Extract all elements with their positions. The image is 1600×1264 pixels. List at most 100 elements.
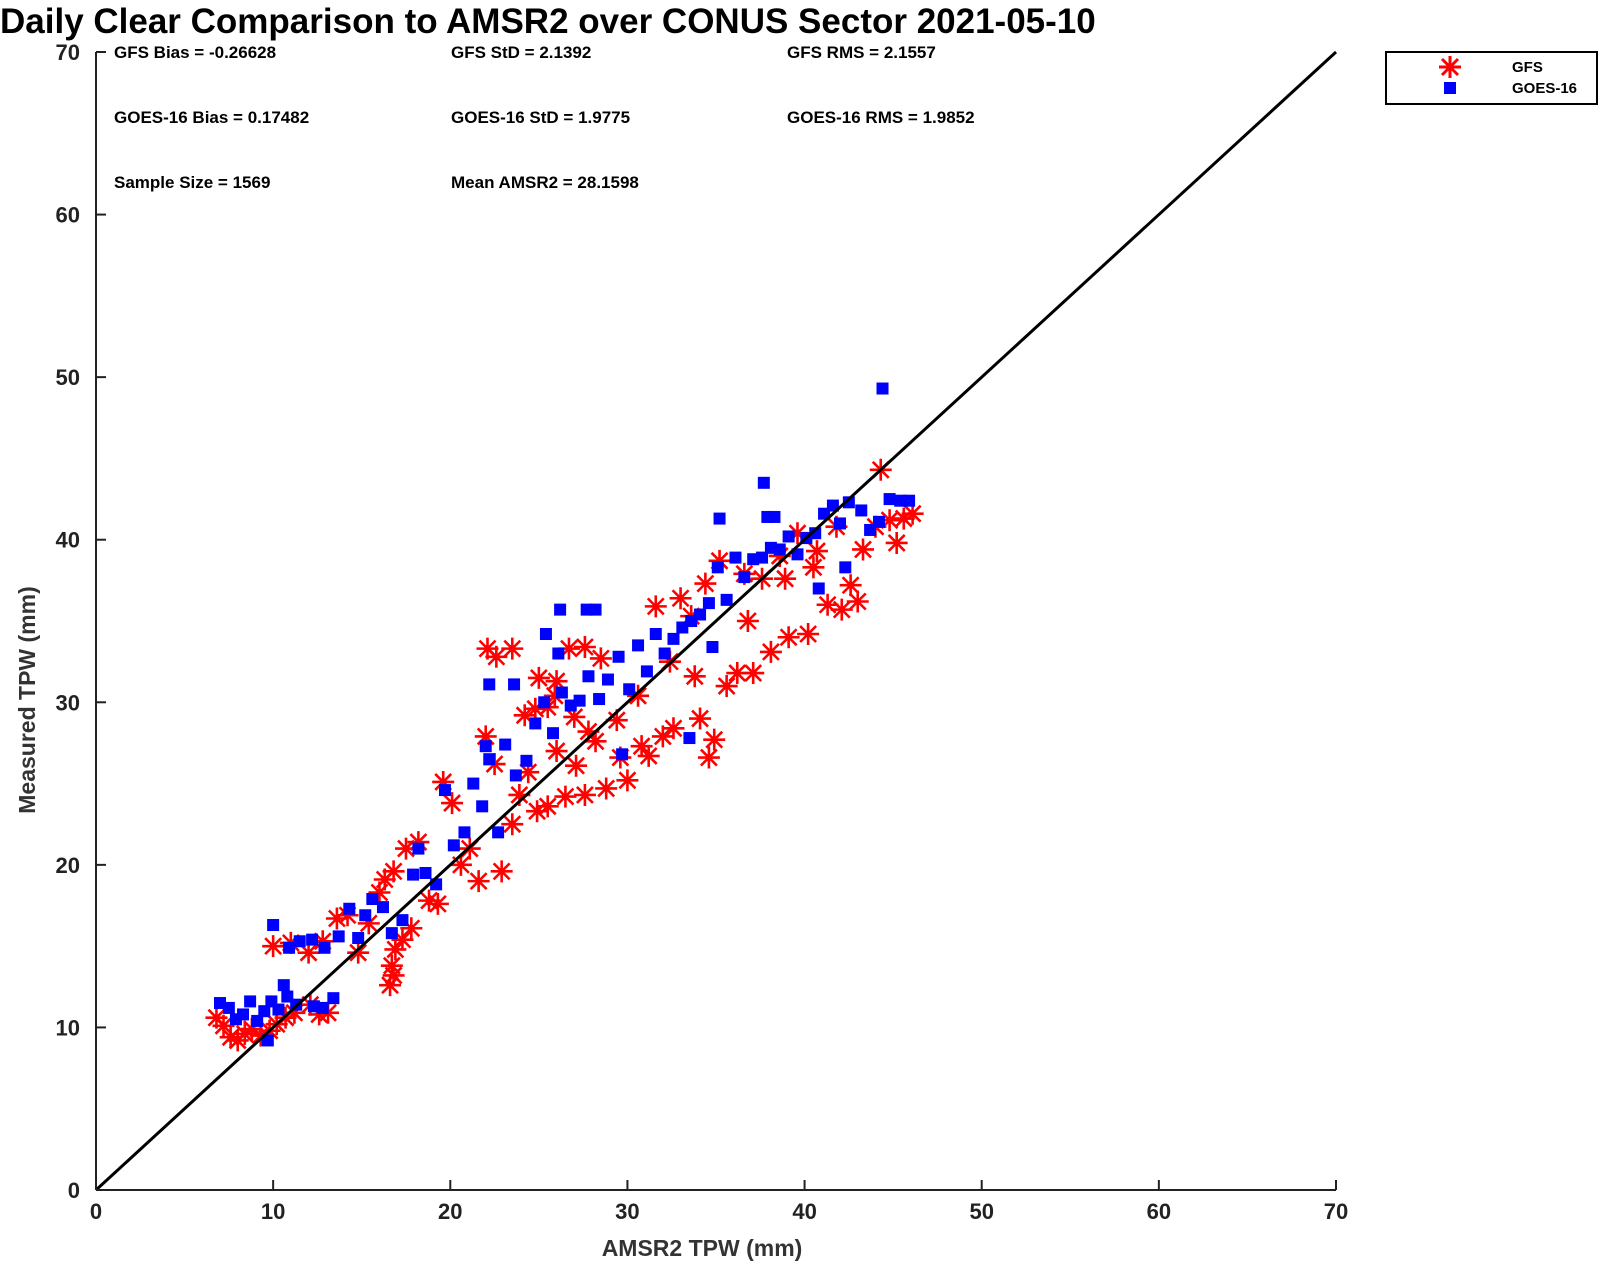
gfs-point bbox=[715, 675, 738, 698]
gfs-point bbox=[508, 783, 531, 806]
gfs-point bbox=[846, 590, 869, 613]
gfs-point bbox=[689, 707, 712, 730]
goes16-point bbox=[407, 868, 420, 881]
goes16-point bbox=[318, 941, 331, 954]
goes16-point bbox=[702, 597, 715, 610]
gfs-bias-stat: GFS Bias = -0.26628 bbox=[114, 43, 276, 62]
gfs-point bbox=[694, 572, 717, 595]
gfs-point bbox=[802, 556, 825, 579]
goes16-point bbox=[649, 628, 662, 641]
gfs-point bbox=[467, 870, 490, 893]
gfs-point bbox=[297, 941, 320, 964]
gfs-point bbox=[501, 637, 524, 660]
goes16-point bbox=[601, 673, 614, 686]
legend-gfs-label: GFS bbox=[1512, 59, 1543, 76]
gfs-point bbox=[517, 761, 540, 784]
goes16-point bbox=[244, 995, 257, 1008]
goes16-point bbox=[366, 892, 379, 905]
gfs-point bbox=[545, 740, 568, 763]
gfs-point bbox=[474, 725, 497, 748]
gfs-point bbox=[637, 744, 660, 767]
gfs-point bbox=[644, 595, 667, 618]
goes16-point bbox=[582, 670, 595, 683]
gfs-point bbox=[212, 1014, 235, 1037]
goes16-point bbox=[492, 826, 505, 839]
goes16-point bbox=[667, 632, 680, 645]
gfs-point bbox=[490, 860, 513, 883]
goes16-point bbox=[791, 548, 804, 561]
goes16-point bbox=[554, 603, 567, 616]
goes16-point bbox=[306, 933, 319, 946]
gfs-point bbox=[830, 598, 853, 621]
goes16-point bbox=[903, 494, 916, 507]
gfs-point bbox=[240, 1018, 263, 1041]
goes16-point bbox=[483, 753, 496, 766]
gfs-point bbox=[605, 709, 628, 732]
goes16-point bbox=[412, 842, 425, 855]
gfs-point bbox=[651, 725, 674, 748]
goes16-point bbox=[593, 693, 606, 706]
x-axis-label: AMSR2 TPW (mm) bbox=[602, 1235, 803, 1261]
gfs-series bbox=[205, 458, 924, 1052]
gfs-point bbox=[627, 684, 650, 707]
goes16-point bbox=[612, 650, 625, 663]
gfs-point bbox=[816, 593, 839, 616]
gfs-point bbox=[308, 1003, 331, 1026]
gfs-point bbox=[839, 574, 862, 597]
gfs-point bbox=[524, 697, 547, 720]
goes16-point bbox=[842, 496, 855, 509]
goes16-rms-stat: GOES-16 RMS = 1.9852 bbox=[787, 108, 975, 127]
legend: GFS GOES-16 bbox=[1385, 51, 1598, 105]
gfs-point bbox=[805, 540, 828, 563]
gfs-point bbox=[336, 904, 359, 927]
gfs-point bbox=[391, 928, 414, 951]
gfs-point bbox=[407, 831, 430, 854]
goes16-point bbox=[509, 769, 522, 782]
goes16-point bbox=[419, 866, 432, 879]
gfs-point bbox=[786, 522, 809, 545]
gfs-point bbox=[418, 889, 441, 912]
gfs-point bbox=[380, 954, 403, 977]
x-tick-label: 40 bbox=[792, 1199, 816, 1224]
goes16-point bbox=[293, 935, 306, 948]
gfs-rms-stat: GFS RMS = 2.1557 bbox=[787, 43, 936, 62]
goes16-point bbox=[812, 582, 825, 595]
goes16-point bbox=[359, 909, 372, 922]
y-tick-label: 20 bbox=[56, 853, 80, 878]
gfs-point bbox=[736, 610, 759, 632]
goes16-point bbox=[467, 777, 480, 790]
gfs-point bbox=[536, 795, 559, 818]
gfs-point bbox=[233, 1022, 256, 1045]
goes16-bias-stat: GOES-16 Bias = 0.17482 bbox=[114, 108, 309, 127]
goes16-point bbox=[883, 493, 896, 506]
gfs-point bbox=[554, 785, 577, 808]
gfs-point bbox=[557, 637, 580, 660]
goes16-point bbox=[261, 1034, 274, 1047]
goes16-point bbox=[855, 504, 868, 517]
legend-box bbox=[1385, 51, 1598, 105]
goes16-point bbox=[773, 543, 786, 556]
goes16-point bbox=[839, 561, 852, 574]
goes16-point bbox=[539, 628, 552, 641]
y-axis-ticks: 0 10 20 30 40 50 60 70 bbox=[56, 40, 106, 1203]
goes16-point bbox=[738, 571, 751, 584]
x-tick-label: 70 bbox=[1324, 1199, 1348, 1224]
gfs-point bbox=[527, 666, 550, 689]
goes16-point bbox=[573, 694, 586, 707]
gfs-point bbox=[630, 735, 653, 758]
gfs-point bbox=[683, 665, 706, 688]
goes16-point bbox=[768, 510, 781, 523]
y-tick-label: 10 bbox=[56, 1015, 80, 1040]
gfs-point bbox=[708, 549, 731, 572]
gfs-point bbox=[563, 705, 586, 728]
gfs-point bbox=[325, 907, 348, 930]
goes16-point bbox=[623, 683, 636, 696]
x-axis-ticks: 0 10 20 30 40 50 60 70 bbox=[90, 1180, 1348, 1224]
gfs-point bbox=[501, 813, 524, 836]
goes16-point bbox=[447, 839, 460, 852]
legend-goes16-marker bbox=[1444, 82, 1456, 94]
goes16-point bbox=[343, 902, 356, 915]
goes16-point bbox=[729, 551, 742, 564]
goes16-point bbox=[711, 561, 724, 574]
